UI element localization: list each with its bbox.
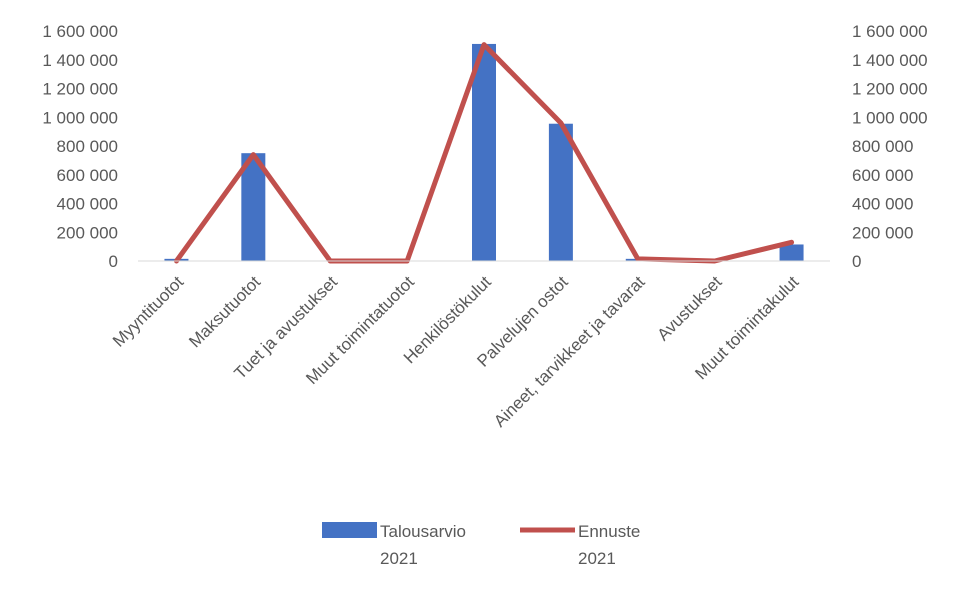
y-tick-label-right: 1 000 000 [852, 108, 928, 127]
y-tick-label-left: 1 400 000 [42, 51, 118, 70]
y-axis-left: 0 200 000 400 000 600 000 800 000 1 000 000 1 … [42, 22, 118, 271]
y-tick-label-right: 1 200 000 [852, 80, 928, 99]
bar [241, 153, 266, 261]
y-tick-label-right: 600 000 [852, 166, 913, 185]
y-tick-label-left: 0 [109, 252, 118, 271]
x-tick-label: Myyntituotot [109, 272, 187, 350]
y-tick-label-left: 800 000 [57, 137, 118, 156]
bar [548, 123, 573, 261]
y-tick-label-right: 1 600 000 [852, 22, 928, 41]
x-tick-label: Aineet, tarvikkeet ja tavarat [490, 272, 649, 431]
y-tick-label-right: 1 400 000 [852, 51, 928, 70]
y-tick-label-right: 400 000 [852, 195, 913, 214]
y-tick-label-right: 200 000 [852, 223, 913, 242]
legend-label-talousarvio-line1: Talousarvio [380, 522, 466, 541]
y-tick-label-left: 1 000 000 [42, 108, 118, 127]
y-tick-label-left: 1 600 000 [42, 22, 118, 41]
legend-label-talousarvio-line2: 2021 [380, 549, 418, 568]
x-tick-label: Avustukset [653, 272, 725, 344]
legend: Talousarvio 2021 Ennuste 2021 [322, 522, 640, 568]
x-tick-label: Maksutuotot [185, 272, 264, 351]
y-tick-label-left: 400 000 [57, 195, 118, 214]
legend-label-ennuste-line2: 2021 [578, 549, 616, 568]
y-tick-label-right: 0 [852, 252, 861, 271]
bar [472, 43, 496, 261]
bar-series-talousarvio [164, 43, 804, 261]
bar [779, 244, 804, 261]
y-tick-label-left: 1 200 000 [42, 80, 118, 99]
y-tick-label-left: 200 000 [57, 223, 118, 242]
line-series-ennuste [173, 42, 795, 264]
legend-swatch-talousarvio [322, 522, 377, 538]
y-axis-right: 0 200 000 400 000 600 000 800 000 1 000 000 1 … [852, 22, 928, 271]
y-tick-label-right: 800 000 [852, 137, 913, 156]
legend-label-ennuste-line1: Ennuste [578, 522, 640, 541]
y-tick-label-left: 600 000 [57, 166, 118, 185]
